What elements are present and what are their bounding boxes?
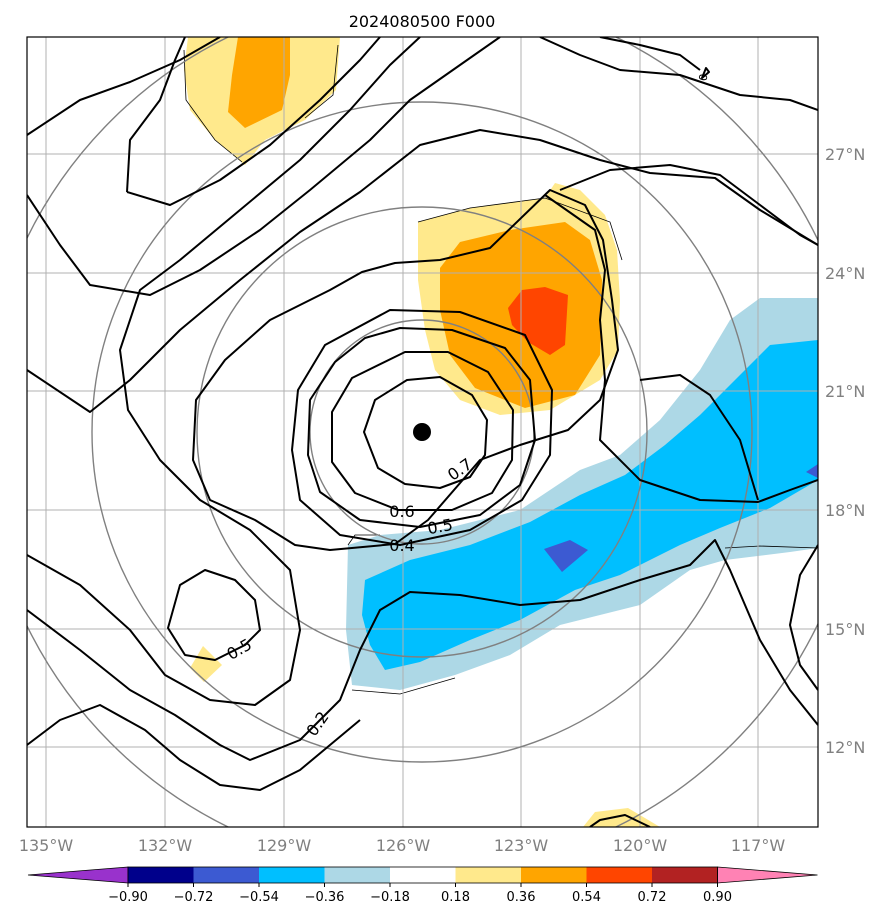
colorbar-tick-label: 0.36 bbox=[507, 890, 536, 905]
contour-northeast-2 bbox=[599, 37, 701, 71]
colorbar-segment bbox=[128, 867, 194, 883]
x-tick-label: 132°W bbox=[138, 836, 193, 855]
x-tick-label: 126°W bbox=[376, 836, 431, 855]
colorbar-segment bbox=[324, 867, 391, 883]
colorbar-tick-label: 0.18 bbox=[441, 890, 470, 905]
colorbar-frame bbox=[127, 866, 718, 884]
positive-peak-center bbox=[508, 287, 568, 355]
colorbar-extension-high bbox=[717, 866, 818, 884]
y-tick-label: 27°N bbox=[825, 145, 865, 164]
colorbar: −0.90 −0.72 −0.54 −0.36 −0.18 0.18 0.36 0.54 0.7… bbox=[27, 866, 818, 905]
range-ring-3 bbox=[91, 101, 753, 763]
contour-east-1 bbox=[559, 164, 818, 246]
contour-small-loop bbox=[701, 67, 710, 79]
x-tick-labels: 135°W 132°W 129°W 126°W 123°W 120°W 117°… bbox=[19, 836, 786, 855]
negative-core-band bbox=[362, 340, 818, 670]
grid-lines bbox=[27, 37, 818, 827]
colorbar-segment bbox=[259, 867, 325, 883]
negative-spot-band bbox=[544, 540, 588, 572]
thin-contour-center bbox=[417, 197, 623, 261]
map-frame bbox=[26, 36, 819, 828]
colorbar-segment bbox=[586, 867, 653, 883]
colorbar-tick-label: −0.54 bbox=[239, 890, 279, 905]
contour-south-1 bbox=[27, 539, 818, 761]
map-area: 0.7 0.6 0.5 0.4 0.5 0.2 0 bbox=[27, 37, 818, 827]
x-tick-label: 123°W bbox=[494, 836, 549, 855]
colorbar-tick-label: −0.90 bbox=[108, 890, 148, 905]
colorbar-tick-label: 0.90 bbox=[703, 890, 732, 905]
contour-center-1 bbox=[363, 376, 488, 489]
contour-center-4 bbox=[291, 309, 553, 546]
positive-core-north bbox=[228, 37, 290, 128]
y-tick-label: 18°N bbox=[825, 501, 865, 520]
positive-region-southwest bbox=[190, 646, 222, 682]
contour-southwest-loop bbox=[167, 569, 261, 661]
y-tick-label: 15°N bbox=[825, 620, 865, 639]
range-ring-2 bbox=[196, 206, 648, 658]
negative-spot-east bbox=[806, 464, 818, 478]
contour-0.2 bbox=[27, 37, 421, 706]
colorbar-tick-label: −0.18 bbox=[370, 890, 410, 905]
colorbar-segment bbox=[652, 867, 718, 883]
contour-south-2 bbox=[27, 704, 361, 791]
y-tick-label: 21°N bbox=[825, 382, 865, 401]
y-tick-label: 24°N bbox=[825, 264, 865, 283]
colorbar-tick-label: 0.54 bbox=[572, 890, 601, 905]
contour-south-edge bbox=[589, 814, 651, 827]
contour-northwest-2 bbox=[126, 37, 381, 206]
y-tick-labels: 27°N 24°N 21°N 18°N 15°N 12°N bbox=[825, 145, 865, 757]
thin-contour-north bbox=[183, 44, 339, 163]
x-tick-label: 117°W bbox=[731, 836, 786, 855]
contour-east-loop bbox=[789, 544, 818, 691]
shaded-regions bbox=[184, 37, 818, 827]
thin-contours bbox=[183, 44, 818, 695]
contour-east-2 bbox=[544, 194, 818, 503]
colorbar-segment bbox=[390, 867, 456, 883]
thin-contour-band bbox=[347, 534, 818, 695]
contour-northwest-1 bbox=[27, 37, 501, 296]
contour-label-0: 0 bbox=[697, 73, 711, 82]
contour-northeast bbox=[539, 37, 818, 111]
contour-0.5-west bbox=[27, 129, 818, 413]
black-contours bbox=[27, 37, 818, 827]
colorbar-extension-low bbox=[27, 866, 129, 884]
contour-label-0.4: 0.4 bbox=[389, 536, 414, 555]
contour-label-0.6: 0.6 bbox=[389, 502, 414, 521]
x-tick-label: 135°W bbox=[19, 836, 74, 855]
contour-0.5-north bbox=[27, 37, 221, 136]
contour-label-0.7: 0.7 bbox=[444, 454, 476, 484]
colorbar-tick-label: −0.36 bbox=[305, 890, 345, 905]
y-tick-label: 12°N bbox=[825, 738, 865, 757]
colorbar-segment bbox=[455, 867, 522, 883]
x-tick-label: 120°W bbox=[613, 836, 668, 855]
x-tick-label: 129°W bbox=[257, 836, 312, 855]
contour-0.4 bbox=[192, 189, 619, 551]
storm-center-marker bbox=[413, 423, 431, 441]
colorbar-segment bbox=[521, 867, 587, 883]
colorbar-segment bbox=[193, 867, 260, 883]
colorbar-tick-label: 0.72 bbox=[638, 890, 667, 905]
contour-label-0.5: 0.5 bbox=[426, 515, 454, 538]
map-title: 2024080500 F000 bbox=[349, 12, 496, 31]
colorbar-tick-label: −0.72 bbox=[174, 890, 214, 905]
contour-center-2 bbox=[331, 351, 514, 511]
contour-east-3 bbox=[639, 374, 759, 501]
